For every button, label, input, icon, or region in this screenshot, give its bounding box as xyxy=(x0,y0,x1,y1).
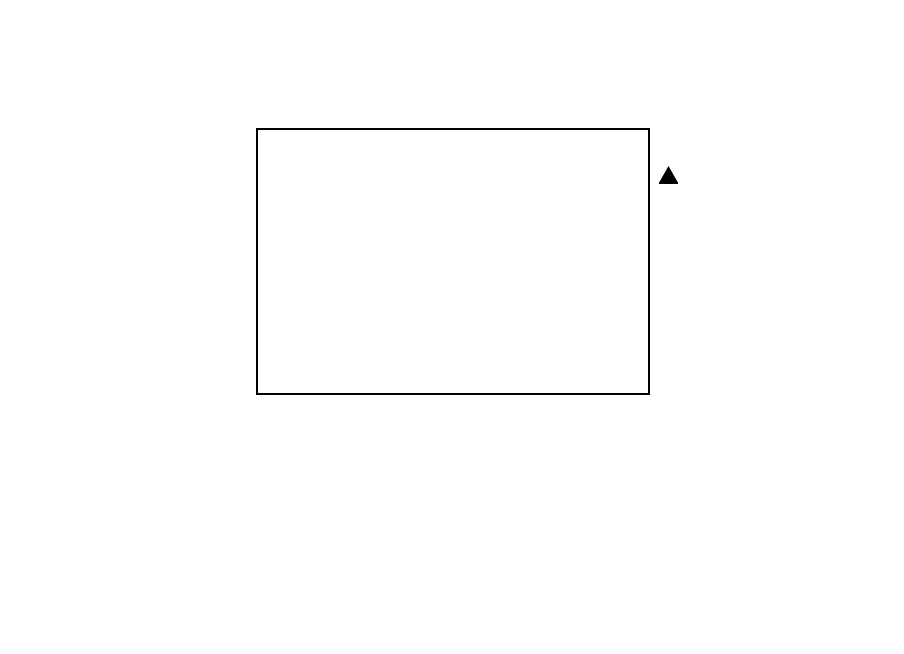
colorbar-bar xyxy=(659,182,678,184)
plot-frame xyxy=(256,128,650,395)
colorbar-arrow-icon xyxy=(659,166,678,183)
contour-field-canvas xyxy=(258,130,648,393)
